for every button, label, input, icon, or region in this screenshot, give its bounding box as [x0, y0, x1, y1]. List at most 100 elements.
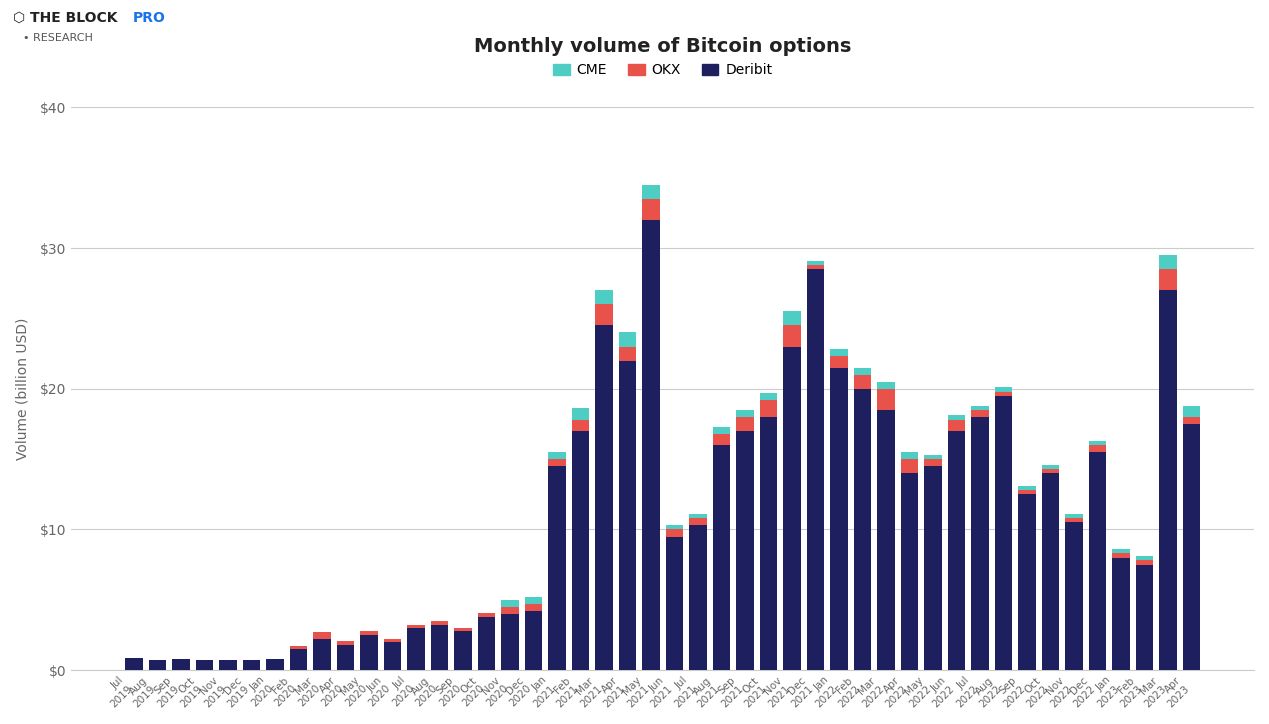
Bar	[336, 645, 354, 670]
Bar	[760, 400, 778, 417]
Bar	[524, 604, 542, 611]
Title: Monthly volume of Bitcoin options: Monthly volume of Bitcoin options	[475, 37, 851, 56]
Bar	[689, 525, 707, 670]
Bar	[854, 389, 872, 670]
Bar	[595, 304, 613, 325]
Bar	[666, 536, 683, 670]
Bar	[595, 290, 613, 304]
Bar	[901, 473, 919, 670]
Bar	[877, 389, 895, 410]
Bar	[1065, 518, 1082, 523]
Text: PRO: PRO	[133, 11, 166, 25]
Bar	[148, 660, 166, 670]
Bar	[901, 459, 919, 473]
Bar	[995, 387, 1013, 392]
Bar	[313, 632, 331, 639]
Bar	[760, 393, 778, 400]
Bar	[1018, 490, 1036, 494]
Bar	[383, 642, 401, 670]
Bar	[1159, 290, 1176, 670]
Bar	[924, 459, 942, 466]
Bar	[1112, 550, 1129, 553]
Bar	[760, 417, 778, 670]
Bar	[1136, 565, 1154, 670]
Bar	[924, 466, 942, 670]
Bar	[642, 199, 660, 220]
Bar	[454, 628, 472, 631]
Bar	[1159, 255, 1176, 269]
Bar	[595, 325, 613, 670]
Bar	[1065, 514, 1082, 518]
Bar	[619, 361, 636, 670]
Bar	[548, 459, 566, 466]
Bar	[830, 356, 848, 368]
Bar	[548, 466, 566, 670]
Bar	[619, 347, 636, 361]
Bar	[1042, 473, 1060, 670]
Bar	[220, 660, 237, 670]
Bar	[1089, 441, 1107, 445]
Bar	[666, 525, 683, 529]
Text: ⬡ THE BLOCK: ⬡ THE BLOCK	[13, 11, 122, 25]
Bar	[807, 269, 825, 670]
Bar	[173, 659, 190, 670]
Bar	[195, 660, 213, 670]
Bar	[1042, 469, 1060, 473]
Bar	[524, 597, 542, 604]
Bar	[666, 529, 683, 536]
Bar	[548, 452, 566, 459]
Bar	[501, 614, 519, 670]
Bar	[1183, 417, 1200, 424]
Legend: CME, OKX, Deribit: CME, OKX, Deribit	[547, 58, 778, 83]
Bar	[1018, 486, 1036, 490]
Bar	[501, 607, 519, 614]
Bar	[854, 375, 872, 389]
Bar	[1018, 494, 1036, 670]
Text: • RESEARCH: • RESEARCH	[23, 33, 93, 43]
Bar	[877, 382, 895, 389]
Bar	[689, 514, 707, 518]
Bar	[736, 410, 754, 417]
Bar	[995, 396, 1013, 670]
Bar	[736, 431, 754, 670]
Bar	[1136, 560, 1154, 565]
Bar	[830, 350, 848, 356]
Bar	[266, 659, 284, 670]
Bar	[783, 311, 801, 325]
Bar	[948, 420, 966, 431]
Bar	[430, 626, 448, 670]
Bar	[901, 452, 919, 459]
Bar	[807, 261, 825, 265]
Bar	[501, 600, 519, 607]
Bar	[1112, 553, 1129, 557]
Bar	[830, 368, 848, 670]
Bar	[948, 431, 966, 670]
Bar	[1065, 523, 1082, 670]
Bar	[783, 325, 801, 347]
Bar	[242, 660, 260, 670]
Bar	[783, 347, 801, 670]
Bar	[524, 611, 542, 670]
Bar	[477, 617, 495, 670]
Bar	[430, 621, 448, 626]
Bar	[995, 392, 1013, 396]
Bar	[383, 639, 401, 642]
Bar	[713, 445, 730, 670]
Bar	[971, 417, 989, 670]
Bar	[1112, 557, 1129, 670]
Bar	[1183, 405, 1200, 417]
Bar	[360, 635, 378, 670]
Bar	[971, 405, 989, 410]
Bar	[689, 518, 707, 525]
Y-axis label: Volume (billion USD): Volume (billion USD)	[15, 318, 29, 460]
Bar	[1183, 424, 1200, 670]
Bar	[877, 410, 895, 670]
Bar	[289, 647, 307, 649]
Bar	[477, 613, 495, 617]
Bar	[619, 332, 636, 347]
Bar	[571, 431, 589, 670]
Bar	[571, 420, 589, 431]
Bar	[1136, 556, 1154, 560]
Bar	[407, 626, 425, 628]
Bar	[854, 368, 872, 375]
